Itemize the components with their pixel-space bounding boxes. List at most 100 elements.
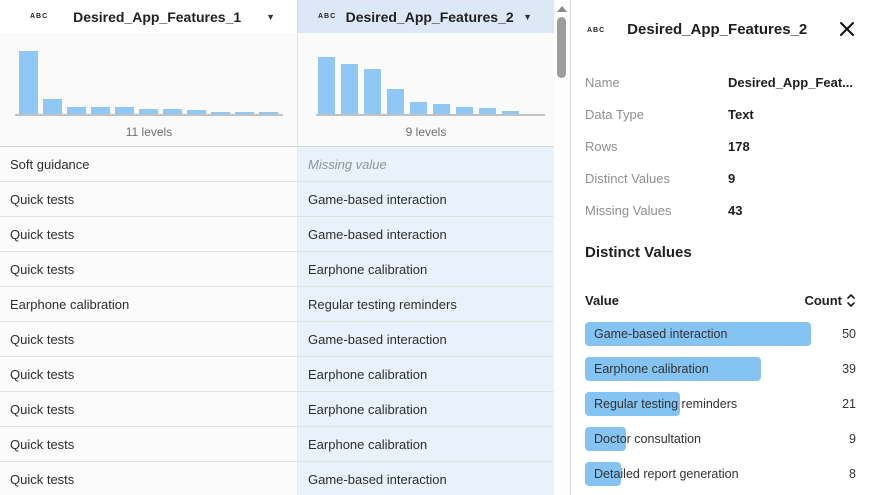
summary-label: Name <box>585 74 620 90</box>
distinct-value-row[interactable]: Regular testing reminders 21 <box>585 386 856 421</box>
cell-features-1[interactable]: Quick tests <box>0 357 298 392</box>
distinct-value-row[interactable]: Game-based interaction 50 <box>585 316 856 351</box>
table-row: Quick tests Earphone calibration <box>0 427 554 462</box>
distinct-value-bar <box>585 461 621 486</box>
cell-features-1[interactable]: Quick tests <box>0 322 298 357</box>
distinct-value-bar <box>585 426 626 451</box>
histogram-bar <box>433 104 450 114</box>
summary-value: 178 <box>728 138 750 154</box>
cell-features-1[interactable]: Quick tests <box>0 182 298 217</box>
summary-row: Data Type Text <box>585 98 856 130</box>
histogram-bar <box>211 112 230 114</box>
count-column-header: Count <box>804 292 842 308</box>
summary-row: Missing Values 43 <box>585 194 856 226</box>
table-row: Quick tests Game-based interaction <box>0 217 554 252</box>
histogram-bar <box>318 57 335 114</box>
column-header-features-1[interactable]: ABC Desired_App_Features_1 ▼ <box>0 0 298 33</box>
summary-label: Distinct Values <box>585 170 671 186</box>
table-row: Quick tests Earphone calibration <box>0 392 554 427</box>
table-row: Earphone calibration Regular testing remi… <box>0 287 554 322</box>
summary-value: 43 <box>728 202 743 218</box>
distinct-value-bar-area: Detailed report generation <box>585 461 822 486</box>
distinct-value-count: 21 <box>842 396 856 411</box>
table-row: Quick tests Earphone calibration <box>0 357 554 392</box>
histogram-bar <box>115 107 134 114</box>
vertical-scrollbar[interactable] <box>554 0 570 495</box>
text-type-icon: ABC <box>318 13 337 20</box>
distinct-value-row[interactable]: Doctor consultation 9 <box>585 421 856 456</box>
distinct-values-list: Game-based interaction 50 Earphone calibra… <box>585 316 856 491</box>
histogram-band: 11 levels 9 levels <box>0 33 554 147</box>
cell-features-2[interactable]: Earphone calibration <box>298 392 554 427</box>
cell-features-2[interactable]: Game-based interaction <box>298 182 554 217</box>
scrollbar-thumb[interactable] <box>557 17 566 78</box>
panel-header: ABC Desired_App_Features_2 <box>585 20 856 38</box>
column-detail-panel: ABC Desired_App_Features_2 Name Desired_A… <box>570 0 876 495</box>
histogram-bar <box>364 69 381 114</box>
histogram-features-1[interactable]: 11 levels <box>0 33 298 147</box>
cell-features-2[interactable]: Game-based interaction <box>298 217 554 252</box>
histogram-bar <box>456 107 473 114</box>
cell-features-1[interactable]: Quick tests <box>0 252 298 287</box>
distinct-value-label: Regular testing reminders <box>594 396 738 411</box>
chevron-down-icon[interactable]: ▼ <box>266 11 275 22</box>
cell-features-1[interactable]: Quick tests <box>0 392 298 427</box>
table-body: Soft guidance Missing value Quick tests Gam… <box>0 147 554 495</box>
table-row: Quick tests Game-based interaction <box>0 322 554 357</box>
histogram-bar <box>387 89 404 114</box>
close-icon[interactable] <box>838 20 856 38</box>
cell-features-2-missing[interactable]: Missing value <box>298 147 554 182</box>
cell-features-2[interactable]: Earphone calibration <box>298 427 554 462</box>
distinct-value-bar-area: Game-based interaction <box>585 321 822 346</box>
summary-label: Missing Values <box>585 202 672 218</box>
summary-label: Rows <box>585 138 618 154</box>
chevron-down-icon[interactable]: ▼ <box>523 11 532 22</box>
cell-features-1[interactable]: Quick tests <box>0 427 298 462</box>
distinct-value-bar <box>585 391 680 416</box>
table-row: Soft guidance Missing value <box>0 147 554 182</box>
histogram-bar <box>19 51 38 114</box>
cell-features-1[interactable]: Quick tests <box>0 462 298 495</box>
cell-features-1[interactable]: Earphone calibration <box>0 287 298 322</box>
summary-value: 9 <box>728 170 736 186</box>
summary-row: Distinct Values 9 <box>585 162 856 194</box>
histogram-bar <box>43 99 62 114</box>
histogram-bar <box>139 109 158 114</box>
data-table: ABC Desired_App_Features_1 ▼ ABC Desired… <box>0 0 554 495</box>
column-title: Desired_App_Features_1 <box>73 8 242 25</box>
cell-features-2[interactable]: Game-based interaction <box>298 462 554 495</box>
text-type-icon: ABC <box>587 26 606 34</box>
distinct-value-row[interactable]: Earphone calibration 39 <box>585 351 856 386</box>
column-header-row: ABC Desired_App_Features_1 ▼ ABC Desired… <box>0 0 554 33</box>
histogram-bar <box>67 107 86 114</box>
histogram-bar <box>259 112 278 114</box>
table-row: Quick tests Game-based interaction <box>0 462 554 495</box>
distinct-value-row[interactable]: Detailed report generation 8 <box>585 456 856 491</box>
histogram-bar <box>410 102 427 114</box>
distinct-value-bar-area: Regular testing reminders <box>585 391 822 416</box>
cell-features-1[interactable]: Soft guidance <box>0 147 298 182</box>
cell-features-2[interactable]: Game-based interaction <box>298 322 554 357</box>
distinct-values-header: Value Count <box>585 292 856 308</box>
table-row: Quick tests Game-based interaction <box>0 182 554 217</box>
levels-label: 9 levels <box>405 125 447 139</box>
histogram-bar <box>502 111 519 114</box>
cell-features-2[interactable]: Earphone calibration <box>298 357 554 392</box>
cell-features-2[interactable]: Regular testing reminders <box>298 287 554 322</box>
scroll-up-arrow-icon[interactable] <box>557 6 567 12</box>
column-summary: Name Desired_App_Feat... Data Type Text Rows… <box>585 66 856 226</box>
distinct-value-count: 39 <box>842 361 856 376</box>
column-title: Desired_App_Features_2 <box>345 8 514 25</box>
histogram-features-2[interactable]: 9 levels <box>298 33 554 147</box>
distinct-value-bar-area: Earphone calibration <box>585 356 822 381</box>
histogram-bar <box>341 64 358 114</box>
histogram-bar <box>479 108 496 114</box>
column-header-features-2[interactable]: ABC Desired_App_Features_2 ▼ <box>298 0 554 33</box>
cell-features-1[interactable]: Quick tests <box>0 217 298 252</box>
count-sort-button[interactable]: Count <box>804 293 856 308</box>
histogram-bar <box>187 110 206 114</box>
distinct-value-bar <box>585 356 761 381</box>
panel-title: Desired_App_Features_2 <box>627 20 808 38</box>
cell-features-2[interactable]: Earphone calibration <box>298 252 554 287</box>
